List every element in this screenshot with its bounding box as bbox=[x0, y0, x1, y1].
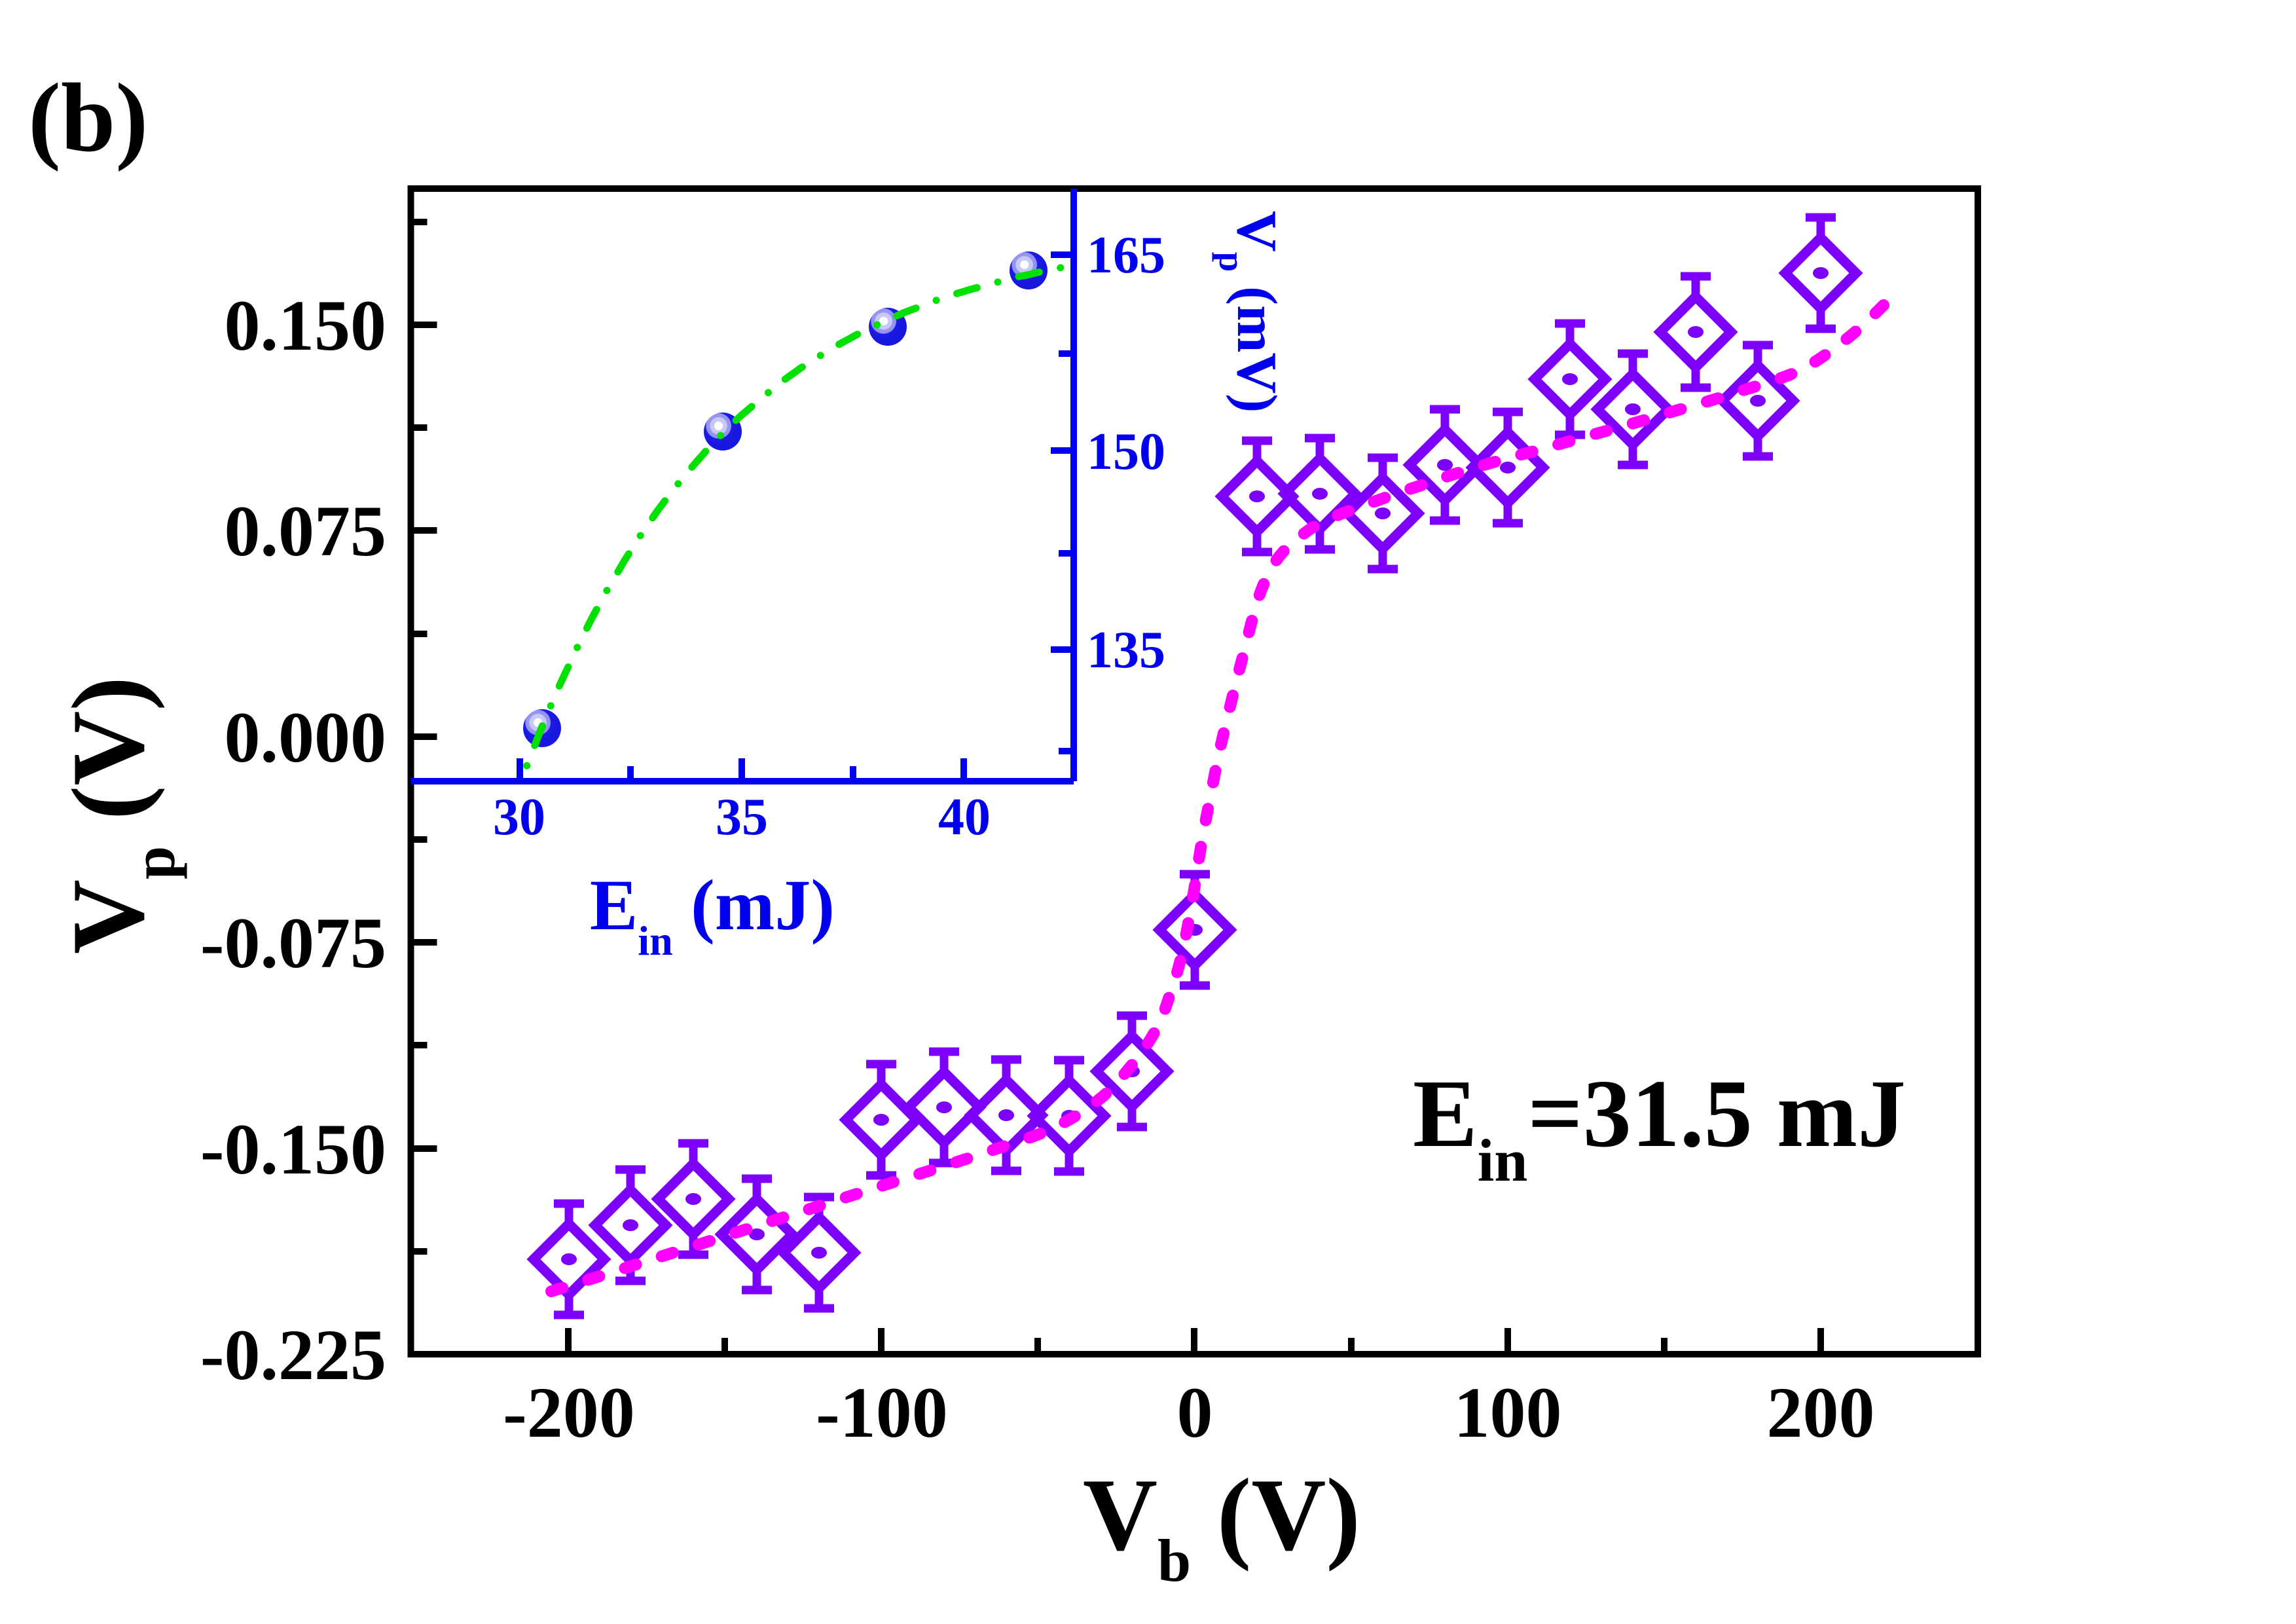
svg-text:35: 35 bbox=[716, 788, 768, 846]
svg-text:Vb (V): Vb (V) bbox=[1083, 1458, 1360, 1594]
svg-text:-100: -100 bbox=[816, 1373, 948, 1452]
svg-text:(b): (b) bbox=[28, 64, 148, 172]
svg-text:30: 30 bbox=[493, 788, 545, 846]
svg-text:-0.225: -0.225 bbox=[200, 1315, 386, 1395]
svg-text:0: 0 bbox=[1177, 1373, 1213, 1452]
svg-text:135: 135 bbox=[1087, 621, 1165, 679]
svg-text:0.150: 0.150 bbox=[225, 286, 387, 365]
svg-text:Vp (V): Vp (V) bbox=[51, 676, 187, 954]
svg-text:-0.075: -0.075 bbox=[200, 903, 386, 983]
svg-text:40: 40 bbox=[938, 788, 991, 846]
svg-text:200: 200 bbox=[1767, 1373, 1875, 1452]
svg-text:165: 165 bbox=[1087, 227, 1165, 284]
svg-text:-200: -200 bbox=[503, 1373, 635, 1452]
svg-text:100: 100 bbox=[1454, 1373, 1562, 1452]
svg-text:150: 150 bbox=[1087, 423, 1165, 481]
svg-text:-0.150: -0.150 bbox=[200, 1109, 386, 1189]
svg-text:0.075: 0.075 bbox=[225, 491, 387, 571]
svg-text:0.000: 0.000 bbox=[225, 697, 387, 777]
